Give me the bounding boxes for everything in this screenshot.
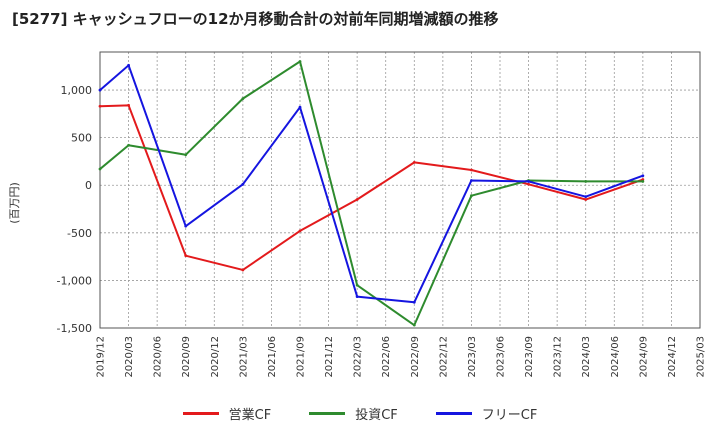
data-point-2 — [184, 224, 188, 228]
y-tick-label: -1,500 — [57, 322, 92, 335]
x-tick-label: 2025/03 — [696, 336, 707, 378]
x-tick-label: 2020/06 — [153, 336, 164, 378]
data-point-1 — [470, 194, 473, 198]
x-tick-label: 2021/03 — [238, 336, 249, 378]
x-tick-label: 2024/09 — [638, 336, 649, 378]
plot-border — [99, 51, 701, 329]
data-point-1 — [184, 153, 188, 157]
series-line-2 — [99, 64, 644, 304]
legend: 営業CF 投資CF フリーCF — [0, 404, 720, 423]
y-tick-label: 1,000 — [61, 84, 93, 97]
data-point-0 — [470, 168, 473, 172]
x-tick-label: 2024/06 — [610, 336, 621, 378]
data-point-0 — [527, 182, 530, 186]
x-tick-label: 2023/09 — [524, 336, 535, 378]
x-tick-label: 2020/09 — [181, 336, 192, 378]
x-tick-label: 2023/06 — [496, 336, 507, 378]
x-tick-label: 2024/03 — [581, 336, 592, 378]
data-point-1 — [98, 167, 102, 171]
data-point-0 — [184, 254, 188, 258]
data-point-2 — [641, 174, 645, 178]
data-point-0 — [241, 268, 245, 272]
legend-label-free: フリーCF — [481, 408, 538, 423]
y-tick-label: 0 — [85, 179, 92, 192]
x-tick-label: 2020/12 — [210, 336, 221, 378]
x-tick-label: 2022/06 — [381, 336, 392, 378]
legend-swatch-free — [435, 412, 472, 415]
x-tick-label: 2022/09 — [410, 336, 421, 378]
data-point-0 — [412, 161, 416, 164]
data-point-2 — [584, 195, 588, 199]
data-point-2 — [98, 88, 102, 92]
data-point-0 — [127, 103, 130, 107]
data-point-1 — [127, 143, 130, 147]
legend-label-investing: 投資CF — [355, 408, 398, 423]
x-tick-label: 2021/12 — [324, 336, 335, 378]
data-point-1 — [641, 180, 645, 183]
x-tick-label: 2023/03 — [467, 336, 478, 378]
data-point-2 — [298, 105, 302, 109]
data-point-1 — [298, 60, 302, 63]
y-tick-label: -1,000 — [57, 274, 92, 287]
x-tick-label: 2020/03 — [124, 336, 135, 378]
data-point-1 — [241, 97, 245, 101]
legend-item-investing: 投資CF — [309, 404, 398, 423]
data-point-1 — [412, 323, 416, 327]
legend-label-operating: 営業CF — [228, 408, 272, 423]
series-line-0 — [99, 104, 644, 271]
data-point-1 — [584, 180, 588, 183]
x-tick-label: 2021/06 — [267, 336, 278, 378]
data-point-0 — [355, 198, 359, 201]
x-tick-label: 2023/12 — [553, 336, 564, 378]
legend-swatch-investing — [309, 412, 346, 415]
x-tick-label: 2019/12 — [96, 336, 107, 378]
x-tick-label: 2022/03 — [353, 336, 364, 378]
data-point-0 — [298, 229, 302, 233]
chart-title: [5277] キャッシュフローの12か月移動合計の対前年同期増減額の推移 — [12, 10, 499, 28]
x-tick-label: 2021/09 — [296, 336, 307, 378]
legend-swatch-operating — [182, 412, 219, 415]
data-point-1 — [355, 283, 359, 287]
data-point-2 — [127, 63, 130, 67]
data-point-0 — [584, 198, 588, 201]
legend-item-operating: 営業CF — [182, 404, 272, 423]
data-point-0 — [98, 104, 102, 108]
x-tick-label: 2024/12 — [667, 336, 678, 378]
data-point-2 — [412, 300, 416, 304]
y-tick-label: 500 — [71, 132, 92, 145]
data-point-2 — [355, 295, 359, 298]
data-point-2 — [241, 182, 245, 186]
data-point-2 — [470, 179, 473, 182]
data-point-2 — [527, 180, 530, 183]
y-tick-label: -500 — [67, 227, 92, 240]
legend-item-free: フリーCF — [435, 404, 538, 423]
x-tick-label: 2022/12 — [438, 336, 449, 378]
